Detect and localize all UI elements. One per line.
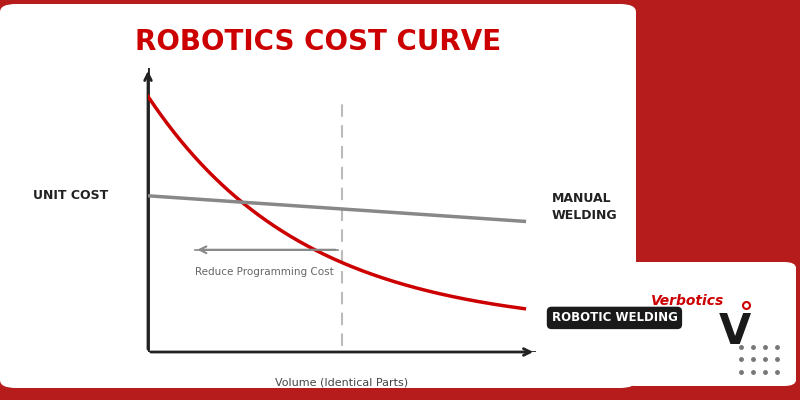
Text: Reduce Programming Cost: Reduce Programming Cost [195,267,334,277]
Text: Volume (Identical Parts): Volume (Identical Parts) [275,378,409,388]
Text: MANUAL
WELDING: MANUAL WELDING [551,192,617,222]
Text: ROBOTICS COST CURVE: ROBOTICS COST CURVE [135,28,501,56]
Text: UNIT COST: UNIT COST [33,189,108,202]
Text: Verbotics: Verbotics [651,294,725,308]
Text: ROBOTIC WELDING: ROBOTIC WELDING [551,312,678,324]
Text: V: V [719,311,751,353]
